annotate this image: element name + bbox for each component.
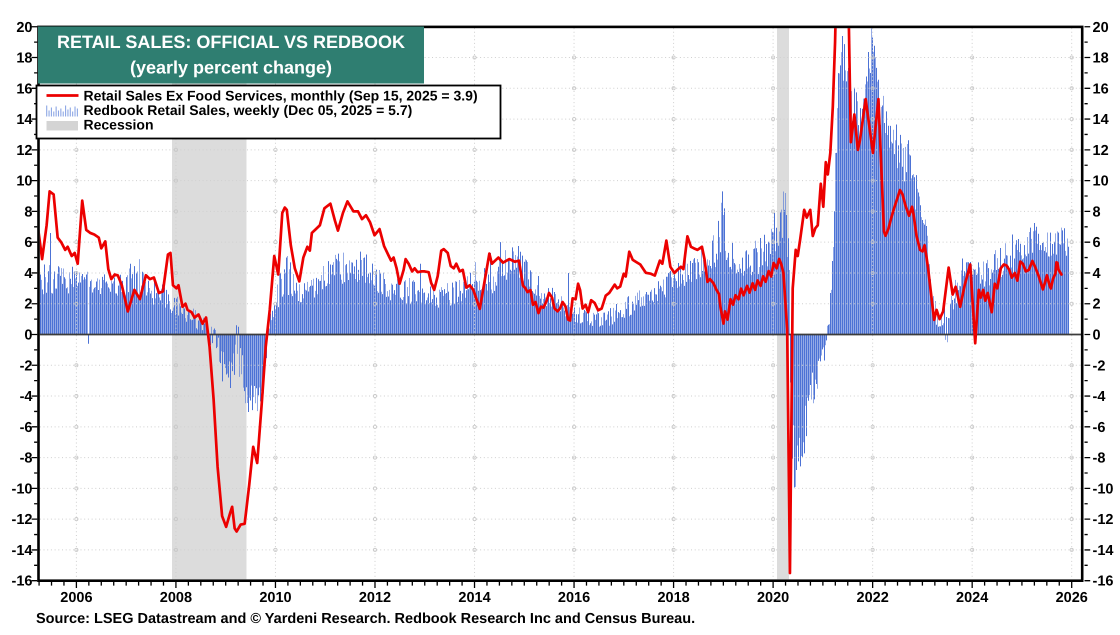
svg-text:Source: LSEG Datastream and ©: Source: LSEG Datastream and © Yardeni Re…: [36, 611, 695, 627]
svg-text:14: 14: [16, 112, 32, 128]
svg-text:2016: 2016: [558, 590, 590, 606]
svg-text:2010: 2010: [259, 590, 291, 606]
svg-text:2022: 2022: [857, 590, 889, 606]
svg-text:2012: 2012: [359, 590, 391, 606]
svg-text:10: 10: [1093, 174, 1109, 190]
svg-text:-8: -8: [20, 451, 33, 467]
svg-text:4: 4: [24, 266, 32, 282]
svg-text:-2: -2: [1093, 358, 1106, 374]
svg-text:2018: 2018: [657, 590, 689, 606]
svg-text:-14: -14: [1093, 543, 1114, 559]
svg-text:Retail Sales Ex Food Services,: Retail Sales Ex Food Services, monthly (…: [84, 87, 478, 103]
svg-text:-2: -2: [20, 358, 33, 374]
svg-text:2024: 2024: [956, 590, 988, 606]
svg-text:2014: 2014: [458, 590, 490, 606]
svg-text:2008: 2008: [160, 590, 192, 606]
svg-text:-12: -12: [1093, 512, 1114, 528]
svg-text:8: 8: [24, 204, 32, 220]
svg-text:-8: -8: [1093, 451, 1106, 467]
svg-text:-10: -10: [12, 481, 33, 497]
svg-text:8: 8: [1093, 204, 1101, 220]
svg-text:18: 18: [16, 51, 32, 67]
svg-text:(yearly percent change): (yearly percent change): [130, 58, 332, 78]
svg-text:6: 6: [24, 235, 32, 251]
svg-text:16: 16: [1093, 81, 1109, 97]
svg-text:-16: -16: [1093, 574, 1114, 590]
svg-text:2: 2: [24, 297, 32, 313]
svg-text:2020: 2020: [757, 590, 789, 606]
svg-text:2: 2: [1093, 297, 1101, 313]
svg-text:20: 20: [1093, 20, 1109, 36]
svg-text:10: 10: [16, 174, 32, 190]
svg-text:-10: -10: [1093, 481, 1114, 497]
svg-text:16: 16: [16, 81, 32, 97]
svg-text:0: 0: [24, 328, 32, 344]
svg-text:Redbook Retail Sales, weekly (: Redbook Retail Sales, weekly (Dec 05, 20…: [84, 102, 413, 118]
svg-text:2026: 2026: [1056, 590, 1088, 606]
svg-text:-14: -14: [12, 543, 33, 559]
svg-text:RETAIL SALES: OFFICIAL VS REDB: RETAIL SALES: OFFICIAL VS REDBOOK: [57, 32, 405, 52]
svg-text:18: 18: [1093, 51, 1109, 67]
svg-text:20: 20: [16, 20, 32, 36]
svg-text:2006: 2006: [60, 590, 92, 606]
svg-text:0: 0: [1093, 328, 1101, 344]
svg-text:Recession: Recession: [84, 116, 154, 132]
svg-text:4: 4: [1093, 266, 1101, 282]
svg-text:12: 12: [16, 143, 32, 159]
svg-text:-4: -4: [1093, 389, 1106, 405]
svg-text:-16: -16: [12, 574, 33, 590]
svg-text:-6: -6: [20, 420, 33, 436]
svg-text:12: 12: [1093, 143, 1109, 159]
svg-text:6: 6: [1093, 235, 1101, 251]
svg-text:-12: -12: [12, 512, 33, 528]
svg-text:-4: -4: [20, 389, 33, 405]
svg-text:-6: -6: [1093, 420, 1106, 436]
svg-text:14: 14: [1093, 112, 1109, 128]
